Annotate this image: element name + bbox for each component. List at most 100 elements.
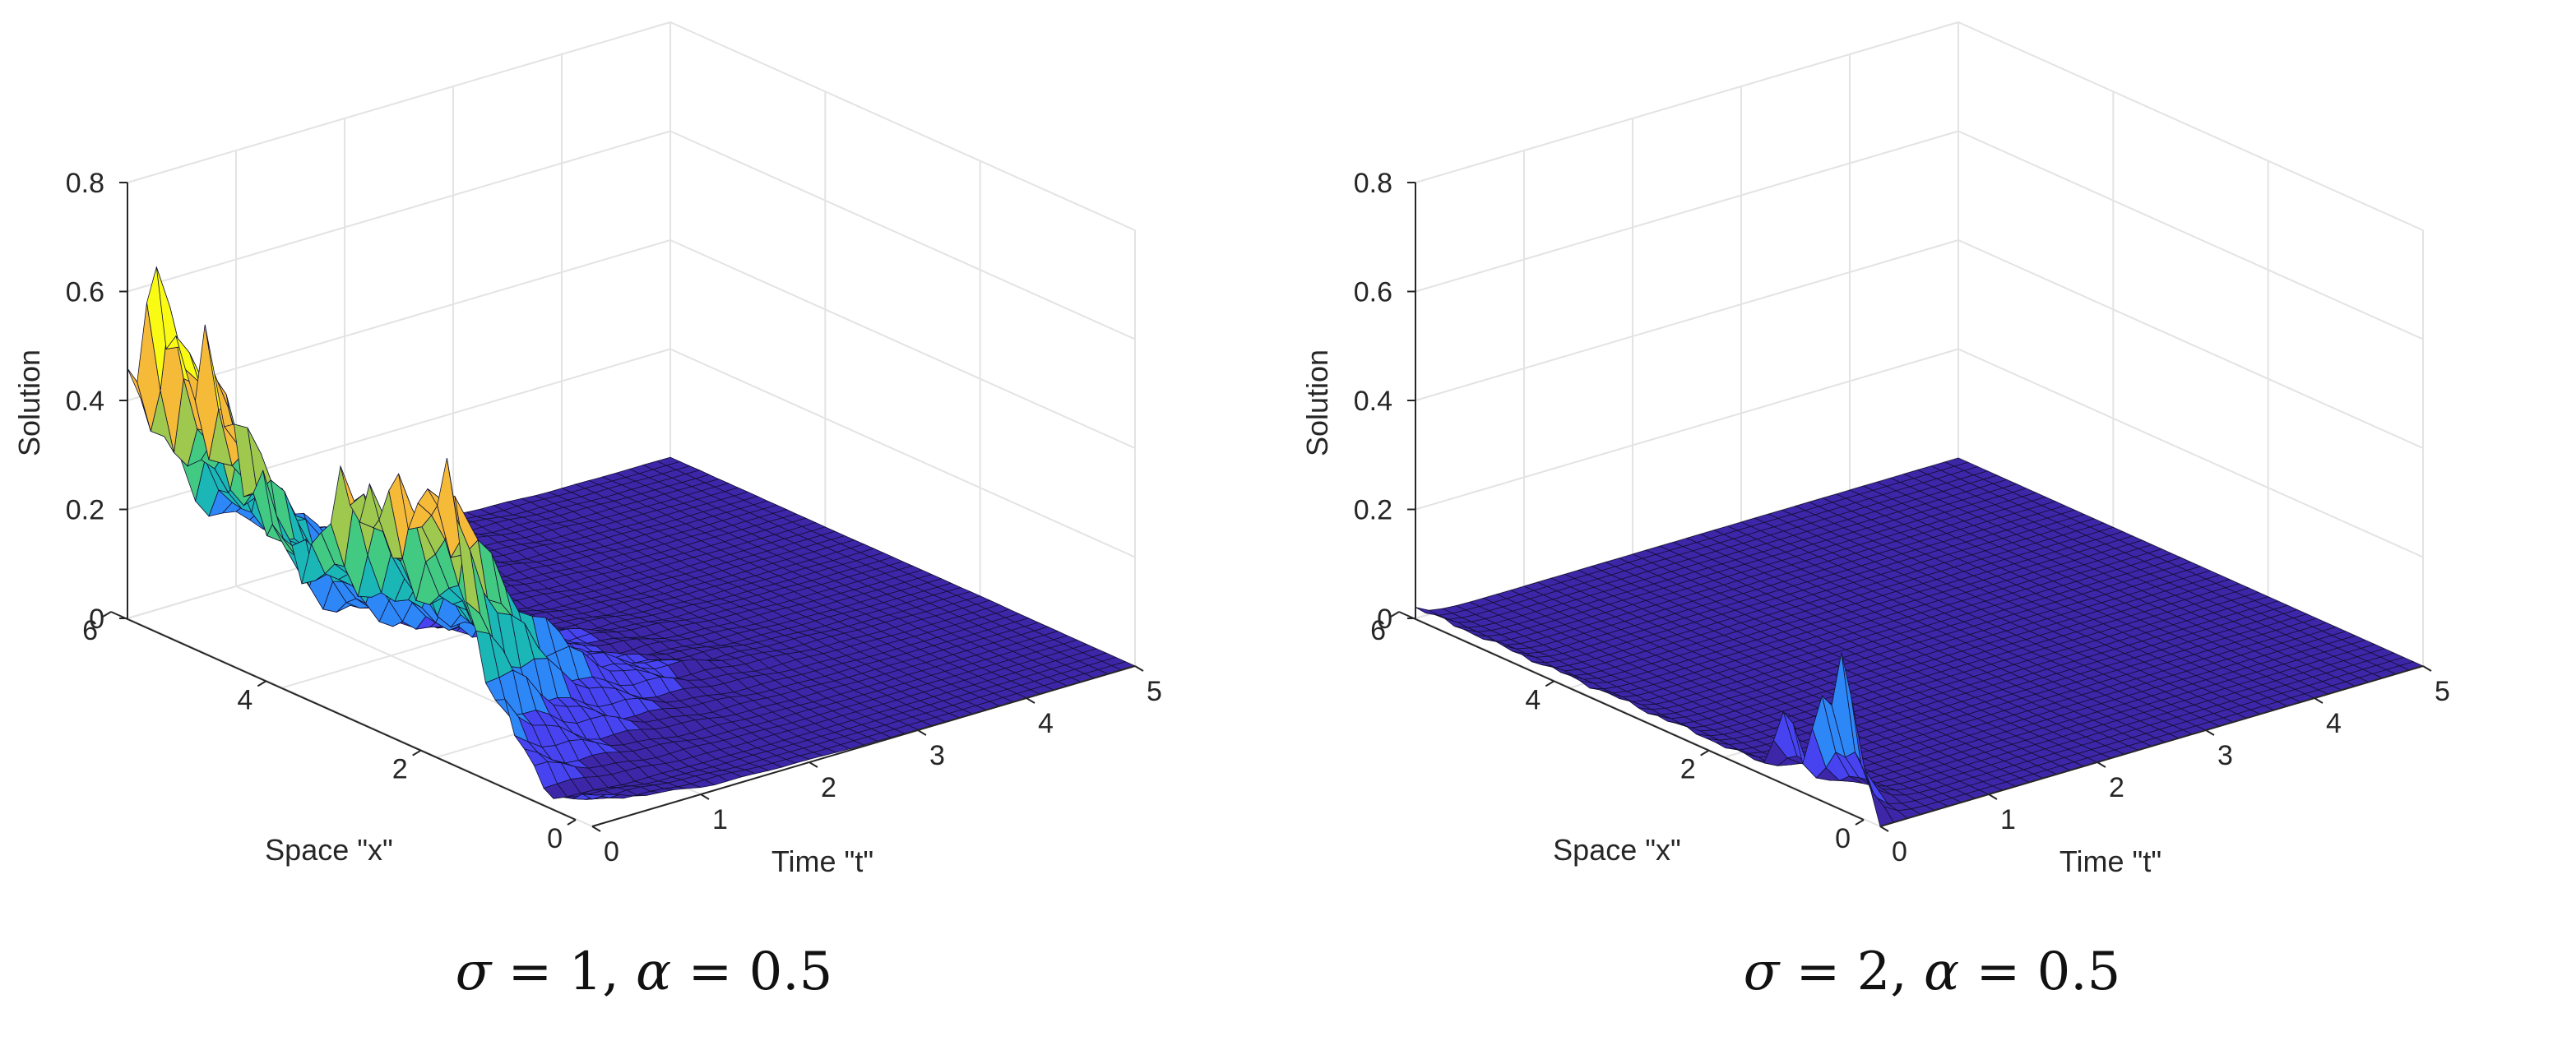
x-tick-mark [1879,826,1889,832]
z-tick-label: 0.8 [66,168,104,199]
x-tick-label: 4 [1038,708,1054,739]
x-tick-mark [700,793,710,800]
y-tick-mark [1545,680,1554,687]
x-tick-label: 4 [2326,708,2342,739]
grid-line [669,348,1136,558]
x-tick-label: 5 [2435,676,2450,707]
caption-separator: , [1890,942,1925,1002]
x-tick-label: 0 [604,836,619,868]
y-axis-line [1398,611,1865,821]
z-tick-label: 0.4 [1354,386,1392,417]
z-axis-label: Solution [12,349,46,456]
grid-line [669,239,1136,449]
z-tick-label: 0.4 [66,386,104,417]
y-tick-label: 4 [1525,684,1541,715]
z-tick-label: 0 [1377,604,1392,635]
x-tick-label: 2 [821,772,836,803]
y-tick-mark [1390,611,1400,618]
grid-line [127,130,671,293]
grid-line [1415,130,1959,293]
y-axis-label: Space "x" [1553,833,1681,867]
x-tick-label: 5 [1147,676,1162,707]
x-axis-line [591,665,1136,827]
y-tick-label: 0 [547,823,563,854]
x-tick-mark [1988,793,1998,800]
z-tick-label: 0 [89,604,104,635]
y-tick-label: 2 [1680,754,1696,785]
x-tick-label: 3 [2217,740,2233,771]
y-tick-mark [1700,749,1710,756]
x-tick-mark [591,826,601,832]
caption-alpha-value: 0.5 [2036,942,2121,1002]
caption-alpha-symbol: α [1924,942,1960,1002]
y-tick-label: 6 [1370,615,1386,646]
y-tick-mark [1855,819,1865,826]
grid-line [669,21,1136,231]
caption-equals: = [491,942,569,1002]
x-tick-mark [2422,665,2432,672]
y-tick-label: 4 [237,684,253,715]
z-tick-label: 0.6 [66,277,104,308]
caption-sigma-value: 2 [1856,942,1891,1002]
y-tick-label: 6 [82,615,98,646]
x-axis-line [1879,665,2424,827]
caption-sigma-symbol: σ [455,942,492,1002]
y-tick-mark [412,749,422,756]
y-axis-line [110,611,577,821]
caption-alpha-value: 0.5 [748,942,833,1002]
x-tick-label: 3 [929,740,945,771]
y-tick-mark [257,680,266,687]
caption-sigma-value: 1 [568,942,603,1002]
x-tick-label: 2 [2109,772,2124,803]
x-tick-mark [808,761,818,768]
caption-equals: = [1959,942,2037,1002]
grid-line [669,130,1136,340]
z-tick-label: 0.2 [66,495,104,526]
x-tick-mark [2096,761,2106,768]
x-tick-mark [1134,665,1144,672]
y-tick-mark [102,611,112,618]
caption-equals: = [1779,942,1857,1002]
caption-equals: = [671,942,749,1002]
surface-patch [582,793,606,800]
x-tick-mark [1026,697,1035,704]
x-axis-label: Time "t" [771,844,873,878]
x-tick-label: 1 [712,804,728,835]
z-tick-label: 0.2 [1354,495,1392,526]
chart-panel-sigma-1: 0 1 2 3 4 5 0 2 4 6 0 0.2 0.4 0.6 0.8 Time "t" Space "x"… [0,21,1288,998]
grid-line [1957,130,2424,340]
caption-sigma-1: σ = 1, α = 0.5 [0,946,1288,998]
grid-line [1957,21,2424,231]
grid-line [127,239,671,401]
surface [1415,457,2425,827]
grid-line [1415,21,1959,183]
caption-sigma-2: σ = 2, α = 0.5 [1288,946,2576,998]
y-tick-mark [567,819,577,826]
surface [127,266,1137,800]
grid-line [1957,239,2424,449]
z-axis-label: Solution [1300,349,1334,456]
x-tick-mark [2314,697,2323,704]
y-axis-label: Space "x" [265,833,393,867]
grid-line [127,21,671,183]
z-tick-label: 0.8 [1354,168,1392,199]
caption-sigma-symbol: σ [1743,942,1780,1002]
y-tick-label: 2 [392,754,408,785]
caption-separator: , [602,942,637,1002]
x-tick-label: 0 [1892,836,1907,868]
grid-line [1415,239,1959,401]
x-tick-label: 1 [2000,804,2016,835]
z-tick-label: 0.6 [1354,277,1392,308]
chart-panel-sigma-2: 0 1 2 3 4 5 0 2 4 6 0 0.2 0.4 0.6 0.8 Time "t" Space "x"… [1288,0,2576,1041]
x-tick-mark [917,729,927,736]
grid-line [1415,348,1959,511]
x-axis-label: Time "t" [2059,844,2161,878]
y-tick-label: 0 [1835,823,1851,854]
x-tick-mark [2205,729,2215,736]
caption-alpha-symbol: α [636,942,672,1002]
grid-line [1957,348,2424,558]
